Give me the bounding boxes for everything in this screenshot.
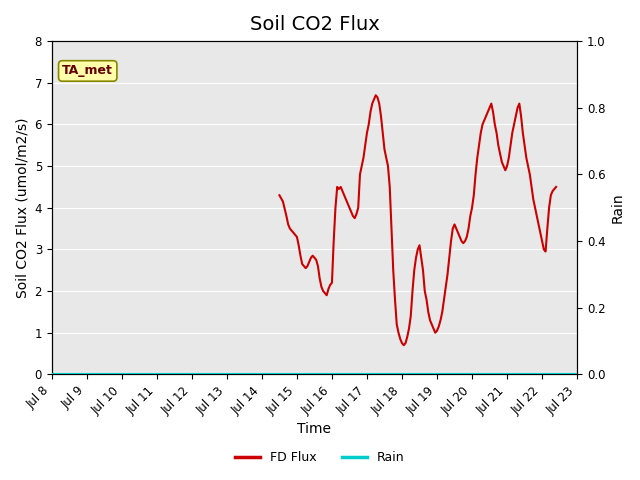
X-axis label: Time: Time — [298, 422, 332, 436]
Legend: FD Flux, Rain: FD Flux, Rain — [230, 446, 410, 469]
Text: TA_met: TA_met — [62, 64, 113, 77]
Title: Soil CO2 Flux: Soil CO2 Flux — [250, 15, 380, 34]
Y-axis label: Soil CO2 Flux (umol/m2/s): Soil CO2 Flux (umol/m2/s) — [15, 118, 29, 298]
Y-axis label: Rain: Rain — [611, 192, 625, 223]
